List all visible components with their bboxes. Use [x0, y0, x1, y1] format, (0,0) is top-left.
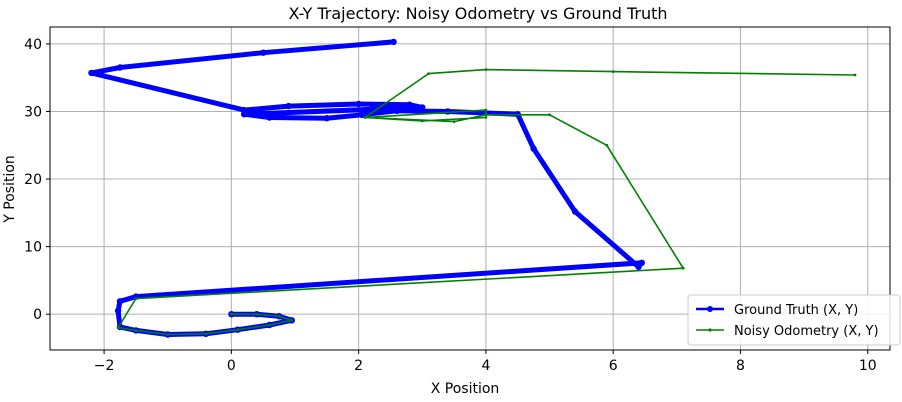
y-tick-label: 40	[24, 37, 42, 53]
series-noisy-odometry	[116, 68, 857, 336]
x-tick-label: 10	[859, 358, 877, 374]
data-point	[681, 266, 685, 270]
data-point	[355, 100, 362, 108]
x-tick-label: 0	[227, 358, 236, 374]
y-tick-label: 20	[24, 172, 42, 188]
x-tick-label: 8	[736, 358, 745, 374]
y-tick-label: 10	[24, 240, 42, 256]
series-ground-truth	[88, 38, 645, 338]
legend-label: Noisy Odometry (X, Y)	[734, 324, 879, 339]
data-point	[420, 119, 424, 123]
data-point	[166, 333, 170, 336]
data-point	[605, 143, 609, 147]
data-point	[255, 312, 259, 316]
grid	[50, 27, 890, 350]
data-point	[853, 73, 857, 77]
data-point	[290, 318, 294, 322]
y-tick-label: 30	[24, 104, 42, 120]
legend-box	[687, 294, 901, 346]
legend: Ground Truth (X, Y) Noisy Odometry (X, Y)	[687, 294, 901, 346]
data-point	[530, 145, 537, 152]
y-axis-label: Y Position	[2, 155, 18, 224]
data-point	[204, 332, 208, 336]
data-point	[116, 298, 124, 305]
data-point	[635, 263, 642, 271]
data-point	[548, 113, 551, 117]
data-point	[116, 326, 120, 330]
data-point	[358, 111, 365, 119]
data-point	[285, 102, 292, 110]
data-point	[114, 307, 122, 314]
data-point	[484, 113, 488, 117]
y-tick-label: 0	[33, 307, 42, 323]
data-point	[484, 108, 488, 112]
plot-border	[49, 26, 891, 351]
data-point	[393, 107, 400, 115]
data-point	[277, 314, 281, 318]
plot-series	[88, 38, 857, 338]
series-line	[88, 39, 645, 337]
x-axis-label: X Position	[431, 381, 500, 397]
plot-frame	[49, 26, 891, 351]
data-point	[268, 323, 271, 327]
legend-entry: Noisy Odometry (X, Y)	[696, 324, 879, 339]
data-point	[230, 312, 233, 316]
x-tick-label: 2	[354, 358, 363, 374]
data-point	[406, 101, 413, 108]
data-point	[484, 68, 488, 71]
data-point	[116, 64, 124, 71]
x-tick-label: 4	[481, 358, 490, 374]
data-point	[134, 329, 138, 332]
data-point	[390, 38, 397, 46]
data-point	[134, 297, 138, 300]
data-point	[484, 116, 488, 119]
data-point	[236, 328, 240, 332]
data-point	[260, 49, 267, 56]
data-point	[363, 116, 367, 119]
data-point	[427, 72, 430, 75]
data-point	[266, 114, 273, 121]
data-point	[323, 115, 330, 122]
data-point	[88, 69, 95, 77]
x-tick-label: 6	[609, 358, 618, 374]
data-point	[611, 70, 615, 73]
data-point	[571, 208, 579, 215]
axis-ticks: −2 0 2 4 6 8 10 0 10 20 30 40	[24, 37, 876, 374]
legend-label: Ground Truth (X, Y)	[734, 303, 858, 318]
x-tick-label: −2	[94, 358, 115, 374]
legend-swatch-marker	[708, 328, 712, 332]
chart-title: X-Y Trajectory: Noisy Odometry vs Ground…	[288, 4, 667, 23]
data-point	[419, 104, 426, 111]
legend-entry: Ground Truth (X, Y)	[696, 303, 858, 318]
data-point	[452, 120, 456, 123]
legend-swatch-marker	[707, 306, 713, 312]
data-point	[240, 106, 248, 114]
